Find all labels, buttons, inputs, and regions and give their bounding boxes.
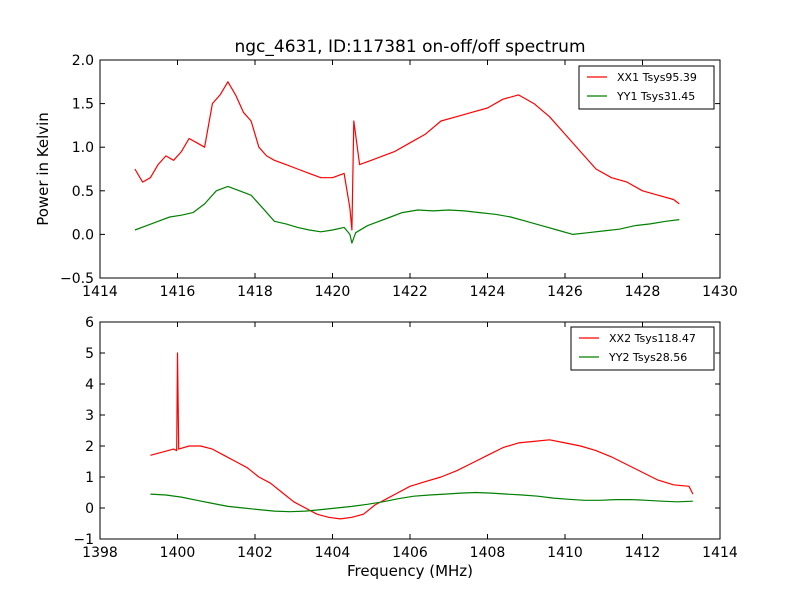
top-plot-x-tick-label: 1422	[392, 284, 428, 300]
top-plot-x-tick-label: 1414	[82, 284, 118, 300]
bottom-plot-x-tick-label: 1414	[702, 545, 738, 561]
top-plot-x-tick-label: 1420	[315, 284, 351, 300]
top-plot-y-tick-label: 1.5	[72, 97, 94, 113]
top-plot-x-tick-label: 1416	[160, 284, 196, 300]
top-plot-legend-label-1: YY1 Tsys31.45	[616, 90, 695, 103]
bottom-plot-legend-label-0: XX2 Tsys118.47	[609, 332, 696, 345]
bottom-plot-x-tick-label: 1404	[315, 545, 351, 561]
top-plot-ticks: 1414 1416 1418 1420 1422 1424 1426 1428 1430 −0.5…	[60, 53, 738, 300]
bottom-plot-x-tick-label: 1412	[625, 545, 661, 561]
bottom-plot-y-tick-label: 3	[85, 408, 94, 424]
top-plot-y-tick-label: 0.0	[72, 227, 94, 243]
bottom-plot-x-tick-label: 1408	[470, 545, 506, 561]
top-plot-x-tick-label: 1426	[547, 284, 583, 300]
top-plot-y-tick-label: 2.0	[72, 53, 94, 69]
top-plot-y-axis-label: Power in Kelvin	[34, 112, 52, 226]
top-plot-x-tick-label: 1424	[470, 284, 506, 300]
top-plot-legend-box	[578, 65, 715, 110]
top-plot-x-tick-label: 1428	[625, 284, 661, 300]
bottom-plot-lines	[150, 352, 694, 520]
bottom-plot-x-tick-label: 1400	[160, 545, 196, 561]
top-plot-y-tick-label: 1.0	[72, 140, 94, 156]
top-plot-legend-label-0: XX1 Tsys95.39	[617, 71, 697, 84]
top-plot-y-tick-label: 0.5	[72, 184, 94, 200]
bottom-plot-y-tick-label: 5	[85, 346, 94, 362]
bottom-plot-x-tick-label: 1410	[547, 545, 583, 561]
top-plot-lines	[134, 81, 680, 244]
bottom-plot-legend: XX2 Tsys118.47 YY2 Tsys28.56	[570, 326, 715, 371]
top-plot-series-line-0	[134, 81, 680, 231]
bottom-plot-y-tick-label: 2	[85, 439, 94, 455]
bottom-plot-y-tick-label: −1	[73, 532, 94, 548]
figure-title: ngc_4631, ID:117381 on-off/off spectrum	[234, 37, 585, 57]
bottom-plot-x-tick-label: 1398	[82, 545, 118, 561]
bottom-plot-series-line-0	[150, 352, 694, 520]
top-plot-series-line-1	[134, 185, 680, 244]
bottom-plot-legend-label-1: YY2 Tsys28.56	[608, 351, 687, 364]
bottom-plot-y-tick-label: 4	[85, 377, 94, 393]
bottom-plot-ticks: 1398 1400 1402 1404 1406 1408 1410 1412 1414 −1 0 1…	[73, 315, 738, 561]
bottom-plot-x-tick-label: 1402	[237, 545, 273, 561]
top-plot-legend: XX1 Tsys95.39 YY1 Tsys31.45	[578, 65, 715, 110]
bottom-plot-x-tick-label: 1406	[392, 545, 428, 561]
bottom-plot-y-tick-label: 6	[85, 315, 94, 331]
bottom-plot-y-tick-label: 0	[85, 501, 94, 517]
bottom-plot: 1398 1400 1402 1404 1406 1408 1410 1412 1414 −1 0 1…	[73, 315, 738, 580]
bottom-plot-legend-box	[570, 326, 715, 371]
top-plot: 1414 1416 1418 1420 1422 1424 1426 1428 1430 −0.5…	[34, 53, 738, 300]
top-plot-y-tick-label: −0.5	[60, 271, 94, 287]
top-plot-x-tick-label: 1418	[237, 284, 273, 300]
bottom-plot-y-tick-label: 1	[85, 470, 94, 486]
bottom-plot-x-axis-label: Frequency (MHz)	[347, 562, 473, 580]
bottom-plot-series-line-1	[150, 491, 693, 513]
top-plot-x-tick-label: 1430	[702, 284, 738, 300]
